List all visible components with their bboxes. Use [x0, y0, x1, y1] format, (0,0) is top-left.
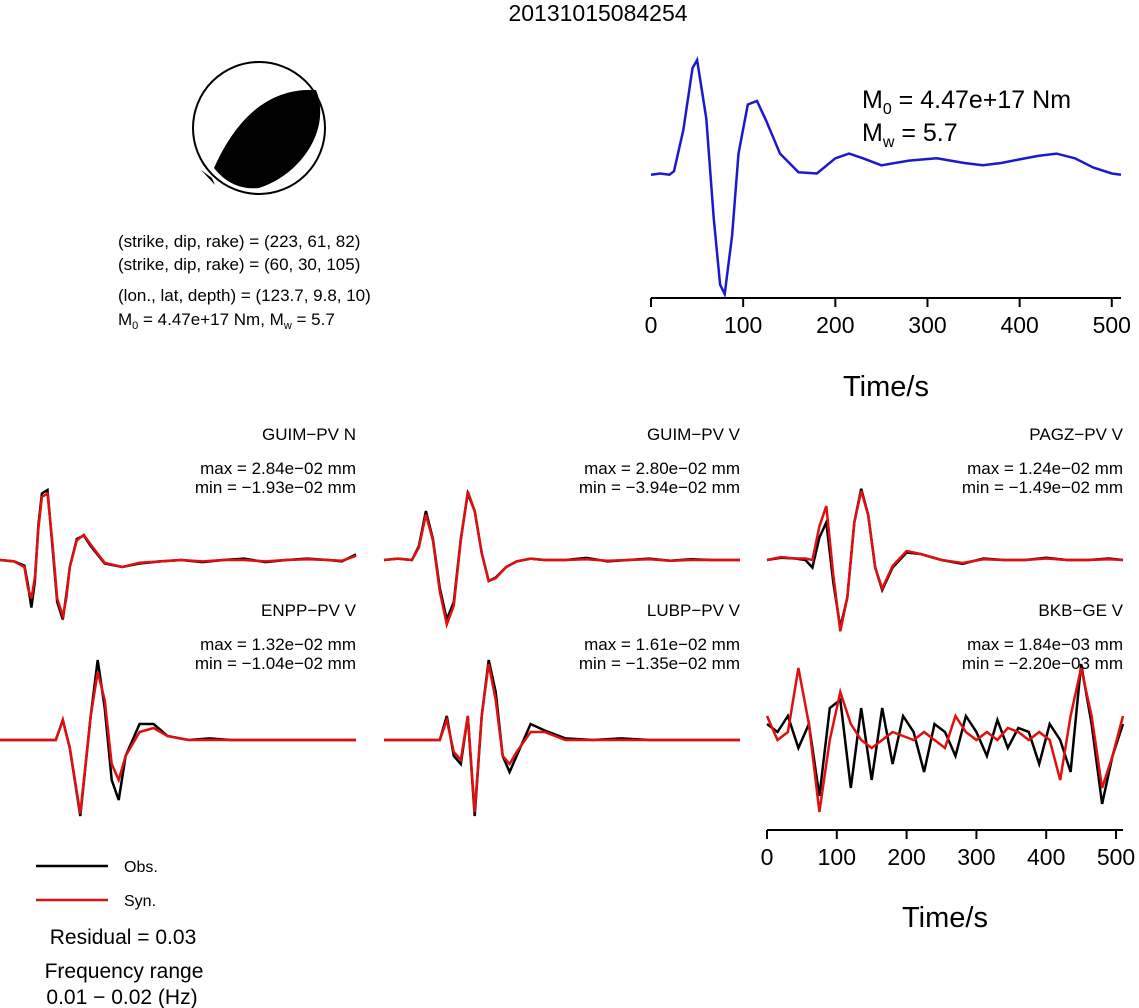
beachball-icon	[192, 61, 326, 195]
stf-series	[650, 56, 1122, 299]
legend: Obs. Syn.	[36, 859, 158, 910]
max-label: max = 1.24e−02 mm	[967, 459, 1123, 478]
station-label: LUBP−PV V	[647, 601, 741, 620]
event-location: (lon., lat, depth) = (123.7, 9.8, 10)	[118, 286, 371, 305]
bkb-x-tick-label: 200	[887, 844, 925, 870]
bkb-x-tick-label: 400	[1027, 844, 1065, 870]
station-label: ENPP−PV V	[261, 601, 357, 620]
min-label: min = −3.94e−02 mm	[579, 478, 740, 497]
stf-x-tick-label: 300	[908, 312, 946, 338]
bkb-x-axis-label: Time/s	[902, 902, 988, 934]
stf-x-axis: 0 100 200 300 400 500	[645, 297, 1131, 338]
stf-x-tick-label: 400	[1000, 312, 1038, 338]
min-label: min = −1.93e−02 mm	[195, 478, 356, 497]
moment-line: M0 = 4.47e+17 Nm, Mw = 5.7	[118, 310, 335, 332]
bkb-x-axis: 0 100 200 300 400 500	[761, 829, 1135, 870]
station-label: GUIM−PV V	[647, 425, 741, 444]
legend-obs-label: Obs.	[124, 859, 158, 876]
max-label: max = 2.84e−02 mm	[200, 459, 356, 478]
syn-series	[384, 663, 740, 813]
max-label: max = 1.32e−02 mm	[200, 635, 356, 654]
max-label: max = 2.80e−02 mm	[584, 459, 740, 478]
max-label: max = 1.84e−03 mm	[967, 635, 1123, 654]
syn-series	[383, 490, 740, 629]
bkb-x-tick-label: 500	[1097, 844, 1135, 870]
syn-series	[0, 491, 357, 621]
nodal-plane-2: (strike, dip, rake) = (60, 30, 105)	[118, 255, 360, 274]
min-label: min = −1.04e−02 mm	[195, 654, 356, 673]
frequency-range-value: 0.01 − 0.02 (Hz)	[46, 986, 197, 1008]
stf-x-axis-label: Time/s	[843, 371, 929, 403]
bkb-x-tick-label: 300	[957, 844, 995, 870]
frequency-range-label: Frequency range	[45, 960, 204, 983]
stf-x-tick-label: 100	[724, 312, 762, 338]
stf-mw-label: Mw = 5.7	[862, 119, 958, 151]
syn-series	[0, 671, 356, 814]
syn-series	[765, 667, 1125, 813]
min-label: min = −1.49e−02 mm	[962, 478, 1123, 497]
syn-series	[766, 490, 1124, 632]
chart-title: 20131015084254	[508, 0, 687, 26]
residual-label: Residual = 0.03	[50, 926, 197, 949]
min-label: min = −2.20e−03 mm	[962, 654, 1123, 673]
stf-x-tick-label: 200	[816, 312, 854, 338]
obs-series	[766, 663, 1125, 805]
bkb-x-tick-label: 100	[818, 844, 856, 870]
station-label: BKB−GE V	[1038, 601, 1123, 620]
source-time-function-plot	[650, 56, 1122, 299]
station-label: GUIM−PV N	[262, 425, 356, 444]
nodal-plane-1: (strike, dip, rake) = (223, 61, 82)	[118, 232, 360, 251]
stf-m0-label: M0 = 4.47e+17 Nm	[862, 86, 1071, 118]
min-label: min = −1.35e−02 mm	[579, 654, 740, 673]
legend-syn-label: Syn.	[124, 893, 156, 910]
bkb-x-tick-label: 0	[761, 844, 774, 870]
stf-x-tick-label: 500	[1093, 312, 1131, 338]
stf-x-tick-label: 0	[645, 312, 658, 338]
max-label: max = 1.61e−02 mm	[584, 635, 740, 654]
station-label: PAGZ−PV V	[1029, 425, 1123, 444]
